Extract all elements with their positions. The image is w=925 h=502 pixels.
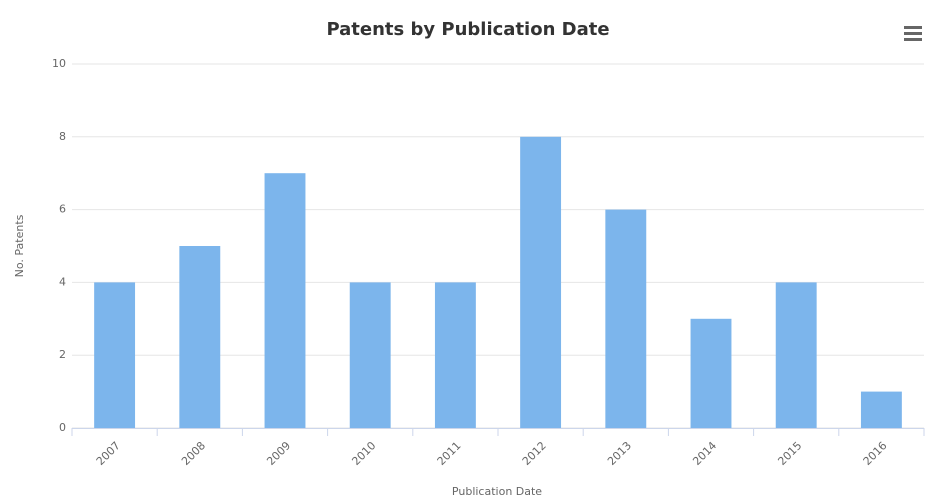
bar	[605, 209, 647, 428]
bar	[179, 246, 221, 428]
x-tick-label: 2015	[775, 439, 804, 468]
x-tick-label: 2008	[179, 439, 208, 468]
x-tick-label: 2007	[94, 439, 123, 468]
menu-icon[interactable]	[904, 26, 922, 41]
x-axis-title: Publication Date	[452, 485, 542, 498]
x-tick-label: 2012	[520, 439, 549, 468]
bar	[520, 136, 562, 429]
bar	[690, 318, 732, 428]
x-tick-label: 2011	[435, 439, 464, 468]
x-tick-label: 2014	[690, 439, 719, 468]
x-tick-label: 2009	[264, 439, 293, 468]
y-tick-label: 10	[52, 57, 66, 70]
bar	[264, 173, 306, 428]
y-tick-label: 4	[59, 275, 66, 288]
y-axis-title: No. Patents	[13, 214, 26, 277]
y-tick-label: 6	[59, 203, 66, 216]
x-tick-label: 2016	[861, 439, 890, 468]
y-tick-label: 0	[59, 421, 66, 434]
chart-title: Patents by Publication Date	[326, 19, 609, 40]
y-tick-label: 8	[59, 130, 66, 143]
bar	[94, 282, 136, 428]
x-tick-label: 2013	[605, 439, 634, 468]
bar	[349, 282, 391, 428]
y-tick-label: 2	[59, 348, 66, 361]
bar	[860, 391, 902, 428]
x-tick-label: 2010	[349, 439, 378, 468]
bar	[775, 282, 817, 428]
bar	[434, 282, 476, 428]
